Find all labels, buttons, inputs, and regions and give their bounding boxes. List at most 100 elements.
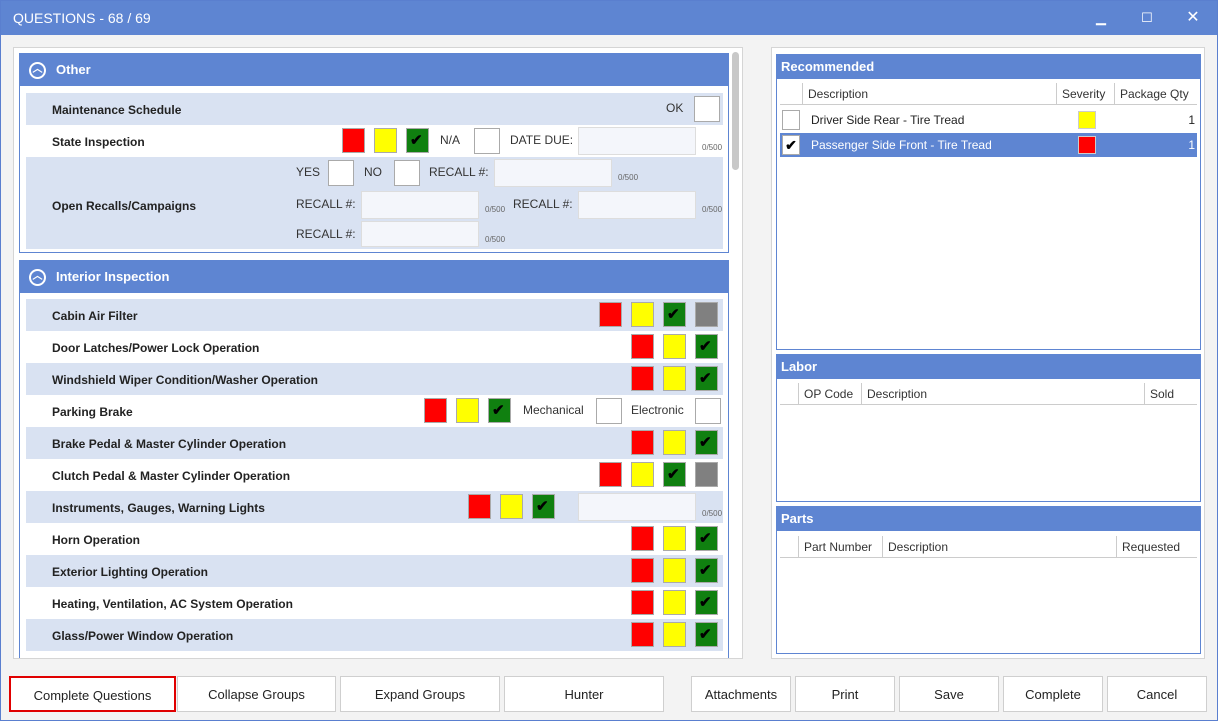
check-icon: ✔ [492, 402, 505, 419]
red-status-button[interactable] [631, 558, 654, 583]
date-due-input[interactable] [578, 127, 696, 155]
green-status-button[interactable]: ✔ [663, 462, 686, 487]
column-header-description[interactable]: Description [861, 383, 1144, 405]
column-header-requested[interactable]: Requested [1116, 536, 1196, 558]
red-status-button[interactable] [424, 398, 447, 423]
save-button[interactable]: Save [899, 676, 999, 712]
yellow-status-button[interactable] [663, 526, 686, 551]
green-status-button[interactable]: ✔ [695, 366, 718, 391]
yellow-status-button[interactable] [631, 462, 654, 487]
green-status-button[interactable]: ✔ [695, 622, 718, 647]
check-icon: ✔ [699, 626, 712, 643]
hunter-button[interactable]: Hunter [504, 676, 664, 712]
cancel-button[interactable]: Cancel [1107, 676, 1207, 712]
question-label: Open Recalls/Campaigns [52, 199, 197, 213]
window-title: QUESTIONS - 68 / 69 [13, 10, 151, 26]
recall-input-3[interactable] [578, 191, 696, 219]
electronic-checkbox[interactable] [695, 398, 721, 424]
table-row-selected[interactable]: ✔ Passenger Side Front - Tire Tread 1 [780, 133, 1197, 157]
row-description: Passenger Side Front - Tire Tread [811, 138, 992, 152]
column-header-op-code[interactable]: OP Code [798, 383, 861, 405]
recall-input-4[interactable] [361, 221, 479, 247]
no-label: NO [364, 165, 382, 179]
red-status-button[interactable] [631, 366, 654, 391]
red-status-button[interactable] [468, 494, 491, 519]
notes-input[interactable] [578, 493, 696, 521]
recall-label: RECALL #: [296, 197, 356, 211]
column-header-severity[interactable]: Severity [1056, 83, 1114, 105]
green-status-button[interactable]: ✔ [663, 302, 686, 327]
green-status-button[interactable]: ✔ [695, 430, 718, 455]
complete-button[interactable]: Complete [1003, 676, 1103, 712]
column-header-package-qty[interactable]: Package Qty [1114, 83, 1199, 105]
red-status-button[interactable] [599, 462, 622, 487]
print-button[interactable]: Print [795, 676, 895, 712]
green-status-button[interactable]: ✔ [695, 334, 718, 359]
yes-label: YES [296, 165, 321, 179]
green-status-button[interactable]: ✔ [695, 558, 718, 583]
ok-checkbox[interactable] [694, 96, 720, 122]
row-checkbox[interactable] [782, 110, 800, 130]
row-checkbox-checked[interactable]: ✔ [782, 135, 800, 155]
column-header-sold[interactable]: Sold [1144, 383, 1194, 405]
check-icon: ✔ [699, 530, 712, 547]
chevron-up-icon[interactable]: ︿ [29, 269, 46, 286]
labor-table-header: OP Code Description Sold [780, 383, 1197, 405]
recall-input-2[interactable] [361, 191, 479, 219]
ok-label: OK [666, 101, 684, 115]
no-checkbox[interactable] [394, 160, 420, 186]
recommended-table-header: Description Severity Package Qty [780, 83, 1197, 105]
yellow-status-button[interactable] [663, 366, 686, 391]
collapse-groups-button[interactable]: Collapse Groups [177, 676, 336, 712]
expand-groups-button[interactable]: Expand Groups [340, 676, 500, 712]
green-status-button[interactable]: ✔ [532, 494, 555, 519]
na-checkbox[interactable] [474, 128, 500, 154]
red-status-button[interactable] [631, 622, 654, 647]
yellow-status-button[interactable] [456, 398, 479, 423]
recall-input-1[interactable] [494, 159, 612, 187]
row-hvac: Heating, Ventilation, AC System Operatio… [26, 587, 723, 619]
green-status-button[interactable]: ✔ [488, 398, 511, 423]
green-status-button[interactable]: ✔ [406, 128, 429, 153]
vertical-scrollbar[interactable] [732, 52, 739, 170]
gray-status-button[interactable] [695, 302, 718, 327]
complete-questions-button[interactable]: Complete Questions [9, 676, 176, 712]
green-status-button[interactable]: ✔ [695, 590, 718, 615]
red-status-button[interactable] [631, 590, 654, 615]
yellow-status-button[interactable] [663, 622, 686, 647]
yellow-status-button[interactable] [663, 430, 686, 455]
yellow-status-button[interactable] [631, 302, 654, 327]
red-status-button[interactable] [631, 430, 654, 455]
row-glass-power-window: Glass/Power Window Operation ✔ [26, 619, 723, 651]
column-header-part-number[interactable]: Part Number [798, 536, 882, 558]
green-status-button[interactable]: ✔ [695, 526, 718, 551]
red-status-button[interactable] [599, 302, 622, 327]
red-status-button[interactable] [631, 526, 654, 551]
red-status-button[interactable] [631, 334, 654, 359]
yellow-status-button[interactable] [500, 494, 523, 519]
table-row[interactable]: Driver Side Rear - Tire Tread 1 [780, 108, 1197, 132]
group-other-header[interactable]: ︿ Other [20, 54, 728, 86]
yes-checkbox[interactable] [328, 160, 354, 186]
recommended-section: Recommended Description Severity Package… [776, 54, 1201, 350]
close-icon[interactable]: ✕ [1186, 9, 1200, 26]
gray-status-button[interactable] [695, 462, 718, 487]
severity-swatch [1078, 111, 1096, 129]
mechanical-checkbox[interactable] [596, 398, 622, 424]
attachments-button[interactable]: Attachments [691, 676, 791, 712]
red-status-button[interactable] [342, 128, 365, 153]
yellow-status-button[interactable] [374, 128, 397, 153]
yellow-status-button[interactable] [663, 334, 686, 359]
chevron-up-icon[interactable]: ︿ [29, 62, 46, 79]
minimize-icon[interactable]: ▁ [1096, 10, 1106, 25]
group-interior-header[interactable]: ︿ Interior Inspection [20, 261, 728, 293]
yellow-status-button[interactable] [663, 590, 686, 615]
title-bar: QUESTIONS - 68 / 69 ▁ ☐ ✕ [1, 1, 1217, 35]
column-header-description[interactable]: Description [802, 83, 1056, 105]
group-other: ︿ Other Maintenance Schedule OK State In… [19, 53, 729, 253]
yellow-status-button[interactable] [663, 558, 686, 583]
column-header-description[interactable]: Description [882, 536, 1116, 558]
recommended-header: Recommended [777, 55, 1200, 79]
maximize-icon[interactable]: ☐ [1141, 10, 1153, 25]
